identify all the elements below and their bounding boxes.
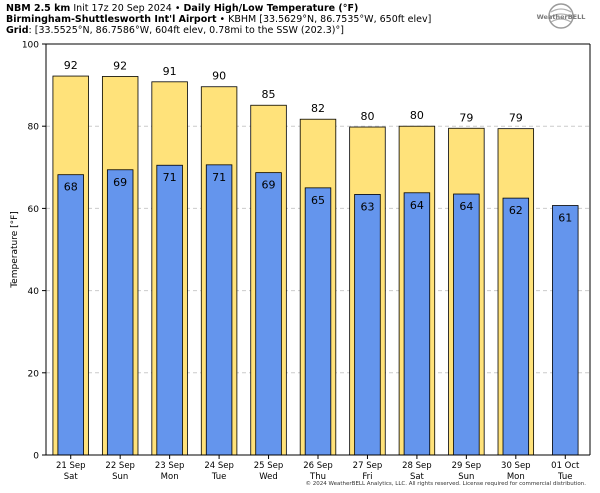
high-temp-label: 79 (509, 112, 523, 125)
low-temp-bar (502, 197, 530, 456)
high-temp-label: 79 (459, 111, 473, 124)
x-tick-date: 21 Sep (56, 461, 86, 471)
high-temp-label: 91 (163, 65, 177, 78)
y-tick-label: 100 (22, 41, 39, 51)
low-temp-bar (304, 187, 332, 456)
station-name: Birmingham-Shuttlesworth Int'l Airport (6, 14, 217, 25)
low-temp-bar (354, 194, 381, 456)
low-temp-label: 64 (459, 200, 473, 213)
header-line-3: Grid: [33.5525°N, 86.7586°W, 604ft elev,… (6, 25, 344, 37)
x-tick-weekday: Sun (112, 472, 128, 482)
low-temp-bar (453, 193, 480, 456)
low-temp-label: 65 (311, 194, 325, 207)
x-tick-weekday: Tue (557, 472, 573, 482)
x-tick-weekday: Fri (362, 472, 372, 482)
x-tick-weekday: Thu (309, 472, 326, 482)
y-tick-label: 0 (33, 452, 39, 462)
y-tick-label: 80 (28, 123, 40, 133)
low-temp-bar (106, 169, 134, 456)
low-temp-label: 71 (212, 171, 226, 184)
x-tick-date: 24 Sep (204, 461, 234, 471)
separator: • (219, 14, 226, 25)
low-temp-label: 69 (262, 179, 276, 192)
low-temp-bar (255, 172, 282, 456)
low-temp-bar (205, 164, 233, 456)
low-temp-label: 69 (113, 176, 127, 189)
x-tick-date: 22 Sep (105, 461, 135, 471)
x-tick-date: 26 Sep (303, 461, 333, 471)
x-tick-weekday: Sat (410, 472, 425, 482)
copyright-footer: © 2024 WeatherBELL Analytics, LLC. All r… (305, 481, 586, 487)
low-temp-label: 68 (64, 181, 78, 194)
station-info: KBHM [33.5629°N, 86.7535°W, 650ft elev] (228, 14, 432, 25)
x-tick-weekday: Sun (458, 472, 474, 482)
x-tick-date: 25 Sep (254, 461, 284, 471)
high-temp-label: 80 (360, 110, 374, 123)
y-tick-label: 60 (28, 205, 40, 215)
chart-title: Daily High/Low Temperature (°F) (183, 3, 359, 14)
low-temp-bar (552, 205, 579, 456)
x-tick-date: 27 Sep (353, 461, 383, 471)
x-tick-weekday: Sat (64, 472, 79, 482)
weatherbell-logo: WeatherBELL (537, 3, 586, 29)
low-temp-label: 63 (360, 200, 374, 213)
logo-text: WeatherBELL (537, 13, 586, 21)
low-temp-label: 64 (410, 199, 424, 212)
model-name: NBM 2.5 km (6, 3, 71, 14)
high-temp-label: 92 (64, 59, 78, 72)
high-temp-label: 80 (410, 109, 424, 122)
high-temp-label: 82 (311, 102, 325, 115)
x-tick-date: 30 Sep (501, 461, 531, 471)
x-tick-weekday: Wed (259, 472, 278, 482)
high-temp-label: 90 (212, 70, 226, 83)
separator: • (174, 3, 181, 14)
low-temp-bar (403, 192, 431, 456)
x-tick-weekday: Mon (507, 472, 525, 482)
low-temp-bar (57, 174, 84, 456)
x-tick-weekday: Tue (211, 472, 227, 482)
y-tick-label: 20 (28, 369, 40, 379)
low-temp-label: 71 (163, 171, 177, 184)
high-temp-label: 85 (262, 88, 276, 101)
y-tick-label: 40 (28, 287, 40, 297)
grid-info: : [33.5525°N, 86.7586°W, 604ft elev, 0.7… (28, 25, 344, 36)
high-temp-label: 92 (113, 59, 127, 72)
x-tick-date: 29 Sep (452, 461, 482, 471)
grid-label: Grid (6, 25, 29, 36)
low-temp-bar (156, 164, 183, 456)
y-axis-title: Temperature [°F] (10, 211, 20, 289)
x-tick-date: 23 Sep (155, 461, 185, 471)
header-line-1: NBM 2.5 km Init 17z 20 Sep 2024 • Daily … (6, 3, 358, 15)
init-time: Init 17z 20 Sep 2024 (73, 3, 172, 14)
x-tick-date: 28 Sep (402, 461, 432, 471)
x-tick-weekday: Mon (161, 472, 179, 482)
low-temp-label: 61 (558, 212, 572, 225)
x-tick-date: 01 Oct (551, 461, 580, 471)
header-line-2: Birmingham-Shuttlesworth Int'l Airport •… (6, 14, 431, 26)
low-temp-label: 62 (509, 204, 523, 217)
